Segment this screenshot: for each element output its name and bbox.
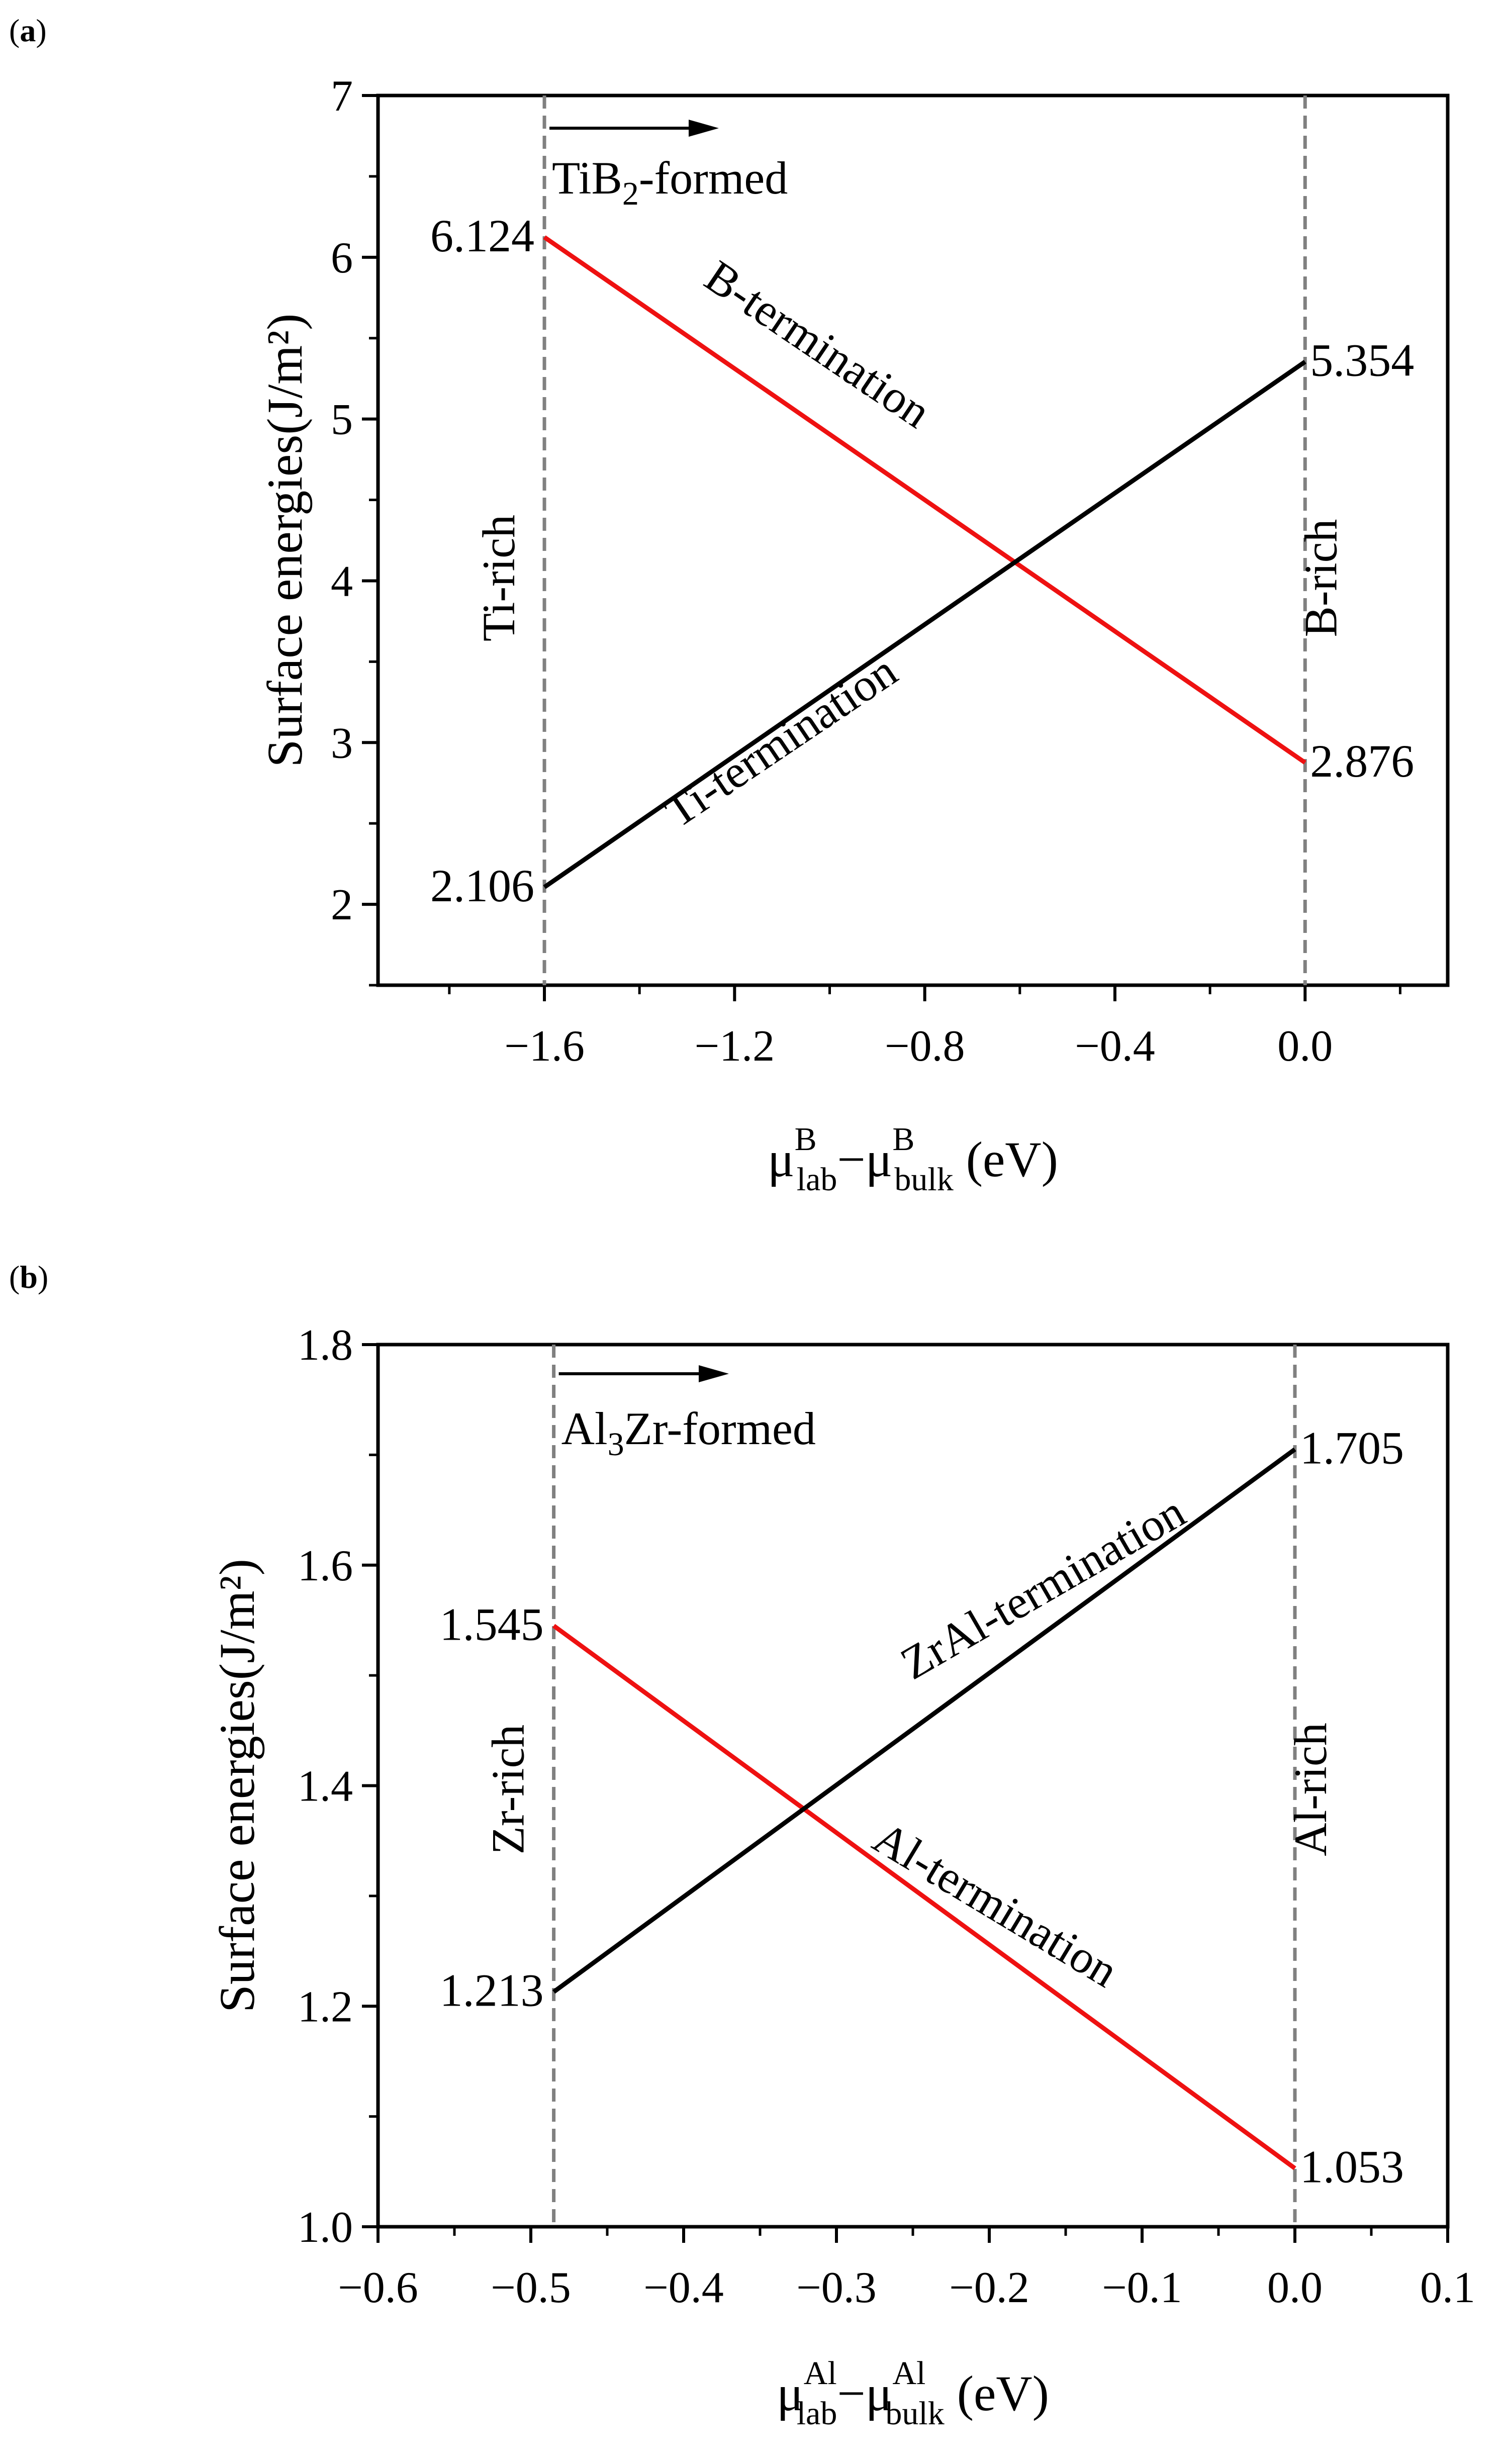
formed-rest: Zr-formed <box>624 1403 816 1454</box>
value-label: 1.705 <box>1300 1422 1404 1473</box>
x-label-mu: μ <box>866 1131 893 1187</box>
series-name-label: ZrAl-termination <box>892 1486 1194 1689</box>
value-label: 1.545 <box>440 1598 544 1650</box>
series-line <box>543 235 1306 765</box>
formed-arrow-head <box>689 120 719 137</box>
series-name-label: Al-termination <box>865 1812 1126 1997</box>
value-label: 5.354 <box>1310 335 1414 386</box>
x-tick-label: −0.2 <box>949 2263 1029 2312</box>
value-label: 1.053 <box>1300 2141 1404 2193</box>
x-label-subscript-bulk: bulk <box>894 1161 953 1198</box>
x-label-subscript-lab: lab <box>797 2395 837 2432</box>
formed-subscript: 3 <box>608 1426 624 1463</box>
x-tick-label: −0.5 <box>491 2263 571 2312</box>
y-tick-label: 6 <box>331 234 353 282</box>
value-label: 2.876 <box>1310 735 1414 787</box>
formed-label: Al3Zr-formed <box>561 1403 816 1463</box>
x-tick-label: −0.3 <box>796 2263 877 2312</box>
x-tick-label: 0.0 <box>1267 2263 1323 2312</box>
panel-label-close: ) <box>38 1259 48 1295</box>
y-tick-label: 4 <box>331 557 353 606</box>
series-line <box>552 1447 1296 1994</box>
value-label: 1.213 <box>440 1965 544 2016</box>
formed-rest: -formed <box>639 152 788 204</box>
x-label-subscript-lab: lab <box>797 1161 837 1198</box>
x-label-unit: (eV) <box>945 2365 1049 2421</box>
x-label-unit: (eV) <box>954 1131 1058 1187</box>
y-tick-label: 5 <box>331 396 353 444</box>
y-tick-label: 1.6 <box>298 1542 353 1590</box>
formed-label: TiB2-formed <box>552 152 788 212</box>
panel-label-letter: a <box>20 13 36 48</box>
x-label-superscript: B <box>892 1121 914 1158</box>
panel-label-letter: b <box>20 1259 38 1295</box>
chart-panel-b: (b)−0.6 −0.5 −0.4 −0.3 −0.2 −0.1 0.0 0.11.01.21… <box>9 1259 1475 2432</box>
x-label-subscript-bulk: bulk <box>885 2395 944 2432</box>
value-label: 2.106 <box>430 860 534 911</box>
y-axis-label: Surface energies(J/m²) <box>257 314 313 768</box>
x-label-mu: μ <box>866 2365 893 2421</box>
y-tick-label: 1.4 <box>298 1762 353 1811</box>
formed-main: Al <box>561 1403 608 1454</box>
y-tick-label: 2 <box>331 881 353 929</box>
x-label-superscript: Al <box>892 2355 925 2392</box>
y-tick-label: 1.2 <box>298 1982 353 2031</box>
plot-frame <box>376 93 1450 987</box>
y-axis-label: Surface energies(J/m²) <box>209 1559 265 2013</box>
series-name-label: Ti-termination <box>655 645 906 837</box>
x-tick-label: −0.8 <box>885 1022 965 1071</box>
x-label-mu: μ <box>777 2365 804 2421</box>
x-label-superscript: Al <box>804 2355 837 2392</box>
chart-panel-a: (a) −1.6 −1.2 −0.8 −0.4 0.0 2 3 4 5 6 7 Ti-rich B-ric… <box>9 13 1450 1198</box>
panel-label-close: ) <box>36 13 46 48</box>
formed-main: TiB <box>552 152 622 204</box>
x-tick-label: −1.2 <box>695 1022 775 1071</box>
boundary-label: Zr-rich <box>483 1725 534 1855</box>
series-line <box>552 1624 1296 2170</box>
formed-arrow-head <box>699 1365 729 1382</box>
y-tick-label: 1.0 <box>298 2203 353 2252</box>
x-axis-label: μB lab−μB bulk (eV) <box>768 1121 1058 1198</box>
boundary-label: Ti-rich <box>473 515 524 641</box>
y-tick-label: 1.8 <box>298 1321 353 1370</box>
panel-label: (b) <box>9 1259 48 1295</box>
x-label-minus: − <box>837 1131 865 1187</box>
y-tick-label: 7 <box>331 72 353 121</box>
x-tick-label: −0.4 <box>643 2263 724 2312</box>
x-axis-label: μAl lab−μAl bulk (eV) <box>777 2355 1049 2432</box>
x-label-mu: μ <box>768 1131 795 1187</box>
x-label-superscript: B <box>795 1121 817 1158</box>
boundary-label: Al-rich <box>1285 1723 1336 1856</box>
series-name-label: B-termination <box>696 250 940 438</box>
x-tick-label: 0.1 <box>1420 2263 1475 2312</box>
boundary-label: B-rich <box>1295 519 1346 637</box>
x-tick-label: −1.6 <box>504 1022 585 1071</box>
x-tick-label: −0.4 <box>1075 1022 1155 1071</box>
panel-label: (a) <box>9 13 47 48</box>
x-tick-label: −0.6 <box>338 2263 418 2312</box>
x-label-minus: − <box>837 2365 865 2421</box>
series-line <box>543 360 1306 889</box>
panel-label-open: ( <box>9 1259 20 1295</box>
formed-subscript: 2 <box>622 175 639 212</box>
y-tick-label: 3 <box>331 719 353 768</box>
panel-label-open: ( <box>9 13 20 48</box>
x-tick-label: 0.0 <box>1277 1022 1333 1071</box>
value-label: 6.124 <box>430 210 534 261</box>
x-tick-label: −0.1 <box>1102 2263 1182 2312</box>
